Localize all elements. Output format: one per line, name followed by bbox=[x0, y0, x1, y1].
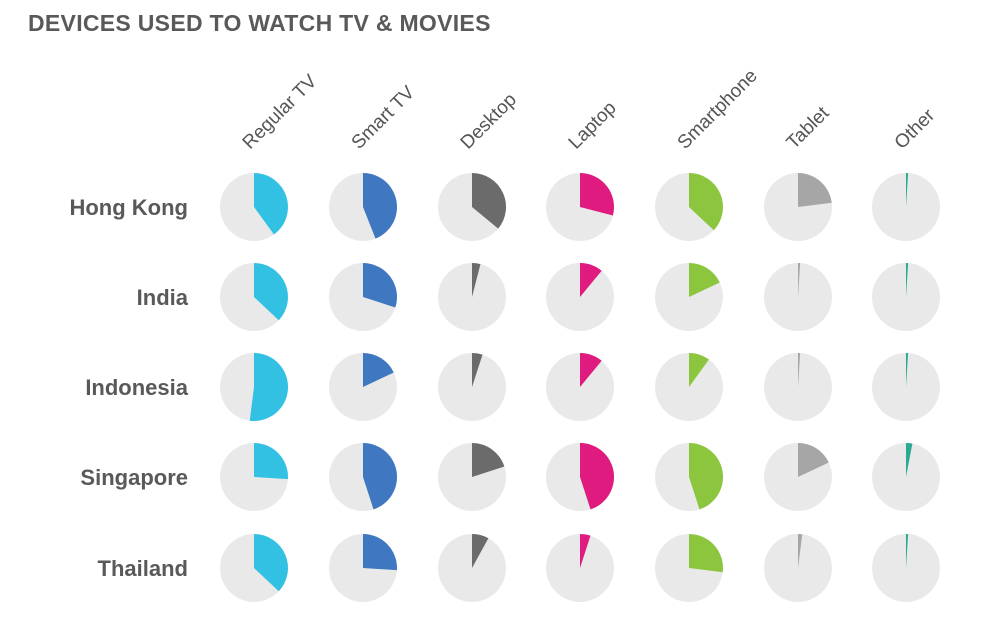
pie-indonesia-regular-tv bbox=[220, 353, 289, 421]
pie-singapore-tablet bbox=[764, 443, 832, 511]
pie-slice-india-other bbox=[906, 263, 909, 297]
pie-india-other bbox=[872, 263, 940, 331]
pie-slice-hong-kong-regular-tv bbox=[254, 173, 288, 235]
pie-slice-thailand-other bbox=[906, 534, 909, 568]
column-label-smartphone: Smartphone bbox=[674, 65, 762, 153]
pie-thailand-other bbox=[872, 534, 940, 602]
pie-indonesia-smart-tv bbox=[329, 353, 397, 421]
pie-thailand-desktop bbox=[438, 534, 506, 602]
pie-slice-hong-kong-smartphone bbox=[689, 173, 723, 231]
pie-india-regular-tv bbox=[220, 263, 288, 331]
pie-india-desktop bbox=[438, 263, 506, 331]
pie-hong-kong-regular-tv bbox=[220, 173, 288, 241]
pie-singapore-laptop bbox=[546, 442, 615, 511]
column-label-other: Other bbox=[891, 105, 940, 154]
pie-indonesia-other bbox=[872, 353, 940, 421]
pie-indonesia-laptop bbox=[546, 353, 614, 421]
pie-slice-thailand-laptop bbox=[580, 534, 591, 568]
pie-slice-thailand-regular-tv bbox=[254, 534, 288, 592]
pie-hong-kong-smart-tv bbox=[329, 173, 397, 241]
pie-hong-kong-laptop bbox=[546, 173, 614, 241]
pie-slice-indonesia-regular-tv bbox=[249, 353, 289, 421]
pie-thailand-smartphone bbox=[655, 534, 723, 602]
pie-slice-india-laptop bbox=[580, 263, 602, 297]
pie-slice-indonesia-desktop bbox=[472, 352, 483, 387]
pie-singapore-smart-tv bbox=[329, 443, 398, 511]
row-label-india: India bbox=[137, 285, 189, 310]
pie-slice-singapore-regular-tv bbox=[254, 443, 288, 480]
pie-thailand-regular-tv bbox=[220, 534, 288, 602]
pie-slice-india-smartphone bbox=[689, 263, 720, 297]
pie-singapore-regular-tv bbox=[220, 443, 288, 511]
pie-slice-singapore-other bbox=[906, 443, 913, 477]
pie-thailand-laptop bbox=[546, 534, 614, 602]
pie-slice-indonesia-other bbox=[906, 353, 909, 387]
pie-india-tablet bbox=[764, 263, 832, 331]
pie-slice-singapore-tablet bbox=[798, 443, 829, 477]
pie-hong-kong-other bbox=[872, 173, 940, 241]
pie-slice-india-regular-tv bbox=[254, 263, 288, 321]
pie-singapore-smartphone bbox=[655, 442, 724, 511]
pie-slice-thailand-smart-tv bbox=[363, 534, 397, 571]
pie-slice-india-smart-tv bbox=[363, 262, 398, 308]
column-label-regular-tv: Regular TV bbox=[239, 71, 322, 154]
pie-thailand-tablet bbox=[764, 534, 832, 602]
pie-slice-thailand-smartphone bbox=[689, 534, 723, 573]
pie-slice-indonesia-smartphone bbox=[689, 353, 709, 387]
chart-title: DEVICES USED TO WATCH TV & MOVIES bbox=[28, 10, 491, 36]
pie-indonesia-smartphone bbox=[655, 353, 723, 421]
column-label-tablet: Tablet bbox=[783, 102, 834, 153]
pie-slice-singapore-laptop bbox=[580, 442, 615, 510]
pie-hong-kong-desktop bbox=[438, 173, 507, 241]
row-label-thailand: Thailand bbox=[98, 556, 188, 581]
pie-slice-indonesia-laptop bbox=[580, 353, 602, 387]
pie-slice-hong-kong-smart-tv bbox=[363, 173, 397, 239]
pie-thailand-smart-tv bbox=[329, 534, 397, 602]
pie-indonesia-desktop bbox=[438, 352, 506, 421]
pie-slice-hong-kong-tablet bbox=[798, 173, 832, 207]
pie-slice-singapore-smart-tv bbox=[363, 443, 398, 510]
pie-slice-thailand-tablet bbox=[798, 534, 803, 568]
pie-india-smartphone bbox=[655, 263, 723, 331]
pie-slice-indonesia-smart-tv bbox=[363, 353, 394, 387]
column-label-laptop: Laptop bbox=[565, 98, 621, 154]
column-label-desktop: Desktop bbox=[457, 89, 521, 153]
pie-slice-hong-kong-laptop bbox=[580, 173, 614, 216]
pie-slice-singapore-desktop bbox=[472, 442, 505, 477]
pie-singapore-desktop bbox=[438, 442, 506, 511]
pie-slice-indonesia-tablet bbox=[798, 353, 801, 387]
pie-slice-india-tablet bbox=[798, 263, 801, 297]
row-label-singapore: Singapore bbox=[80, 465, 188, 490]
pie-india-smart-tv bbox=[329, 262, 398, 331]
column-label-smart-tv: Smart TV bbox=[348, 82, 420, 154]
pie-slice-singapore-smartphone bbox=[689, 442, 724, 510]
pie-slice-hong-kong-desktop bbox=[472, 173, 507, 229]
pie-slice-hong-kong-other bbox=[906, 173, 909, 207]
pie-slice-india-desktop bbox=[472, 263, 481, 297]
row-label-hong-kong: Hong Kong bbox=[69, 195, 188, 220]
pie-india-laptop bbox=[546, 263, 614, 331]
row-label-indonesia: Indonesia bbox=[85, 375, 188, 400]
pie-hong-kong-smartphone bbox=[655, 173, 723, 241]
pie-slice-thailand-desktop bbox=[472, 534, 489, 568]
pie-indonesia-tablet bbox=[764, 353, 832, 421]
pie-singapore-other bbox=[872, 443, 940, 511]
pie-hong-kong-tablet bbox=[764, 173, 832, 241]
